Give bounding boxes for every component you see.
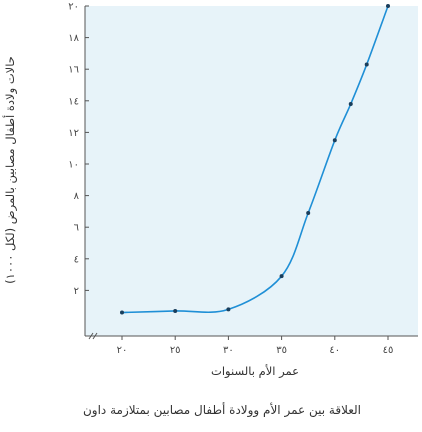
data-points (120, 4, 390, 315)
data-point (226, 307, 231, 312)
data-point (306, 210, 311, 215)
y-tick-label: ١٦ (68, 65, 79, 76)
x-ticks: ٢٠ ٢٥ ٣٠ ٣٥ ٤٠ ٤٥ (117, 336, 394, 356)
plot-background (85, 6, 418, 336)
y-tick-label: ١٤ (68, 96, 79, 107)
axis-break-mark (88, 332, 98, 340)
y-tick-label: ٨ (74, 191, 80, 202)
y-tick-label: ١٠ (68, 160, 79, 171)
x-tick-label: ٣٠ (223, 345, 234, 356)
x-tick-label: ٤٠ (329, 345, 340, 356)
x-axis-label: عمر الأم بالسنوات (211, 364, 299, 379)
data-point (348, 101, 353, 106)
y-tick-label: ١٢ (68, 128, 79, 139)
data-point (386, 4, 390, 8)
x-tick-label: ٤٥ (383, 345, 394, 356)
y-tick-label: ٢ (74, 286, 79, 297)
y-tick-label: ٦ (74, 223, 79, 234)
x-tick-label: ٢٥ (170, 345, 181, 356)
y-tick-label: ٤ (74, 254, 79, 265)
y-tick-label: ٢٠ (68, 2, 79, 13)
data-point (173, 308, 178, 313)
y-ticks: ٢ ٤ ٦ ٨ ١٠ ١٢ ١٤ ١٦ ١٨ ٢٠ (68, 2, 89, 297)
data-point (120, 310, 124, 315)
chart-title: العلاقة بين عمر الأم وولادة أطفال مصابين… (83, 402, 361, 418)
x-tick-label: ٢٠ (117, 345, 128, 356)
data-point (332, 138, 337, 143)
data-point (364, 62, 369, 67)
x-tick-label: ٣٥ (276, 345, 287, 356)
y-tick-label: ١٨ (68, 33, 79, 44)
axes (84, 6, 418, 340)
data-point (279, 274, 284, 279)
y-axis-label: حالات ولادة أطفال مصابين بالمرض (لكل ١٠٠… (2, 56, 18, 284)
